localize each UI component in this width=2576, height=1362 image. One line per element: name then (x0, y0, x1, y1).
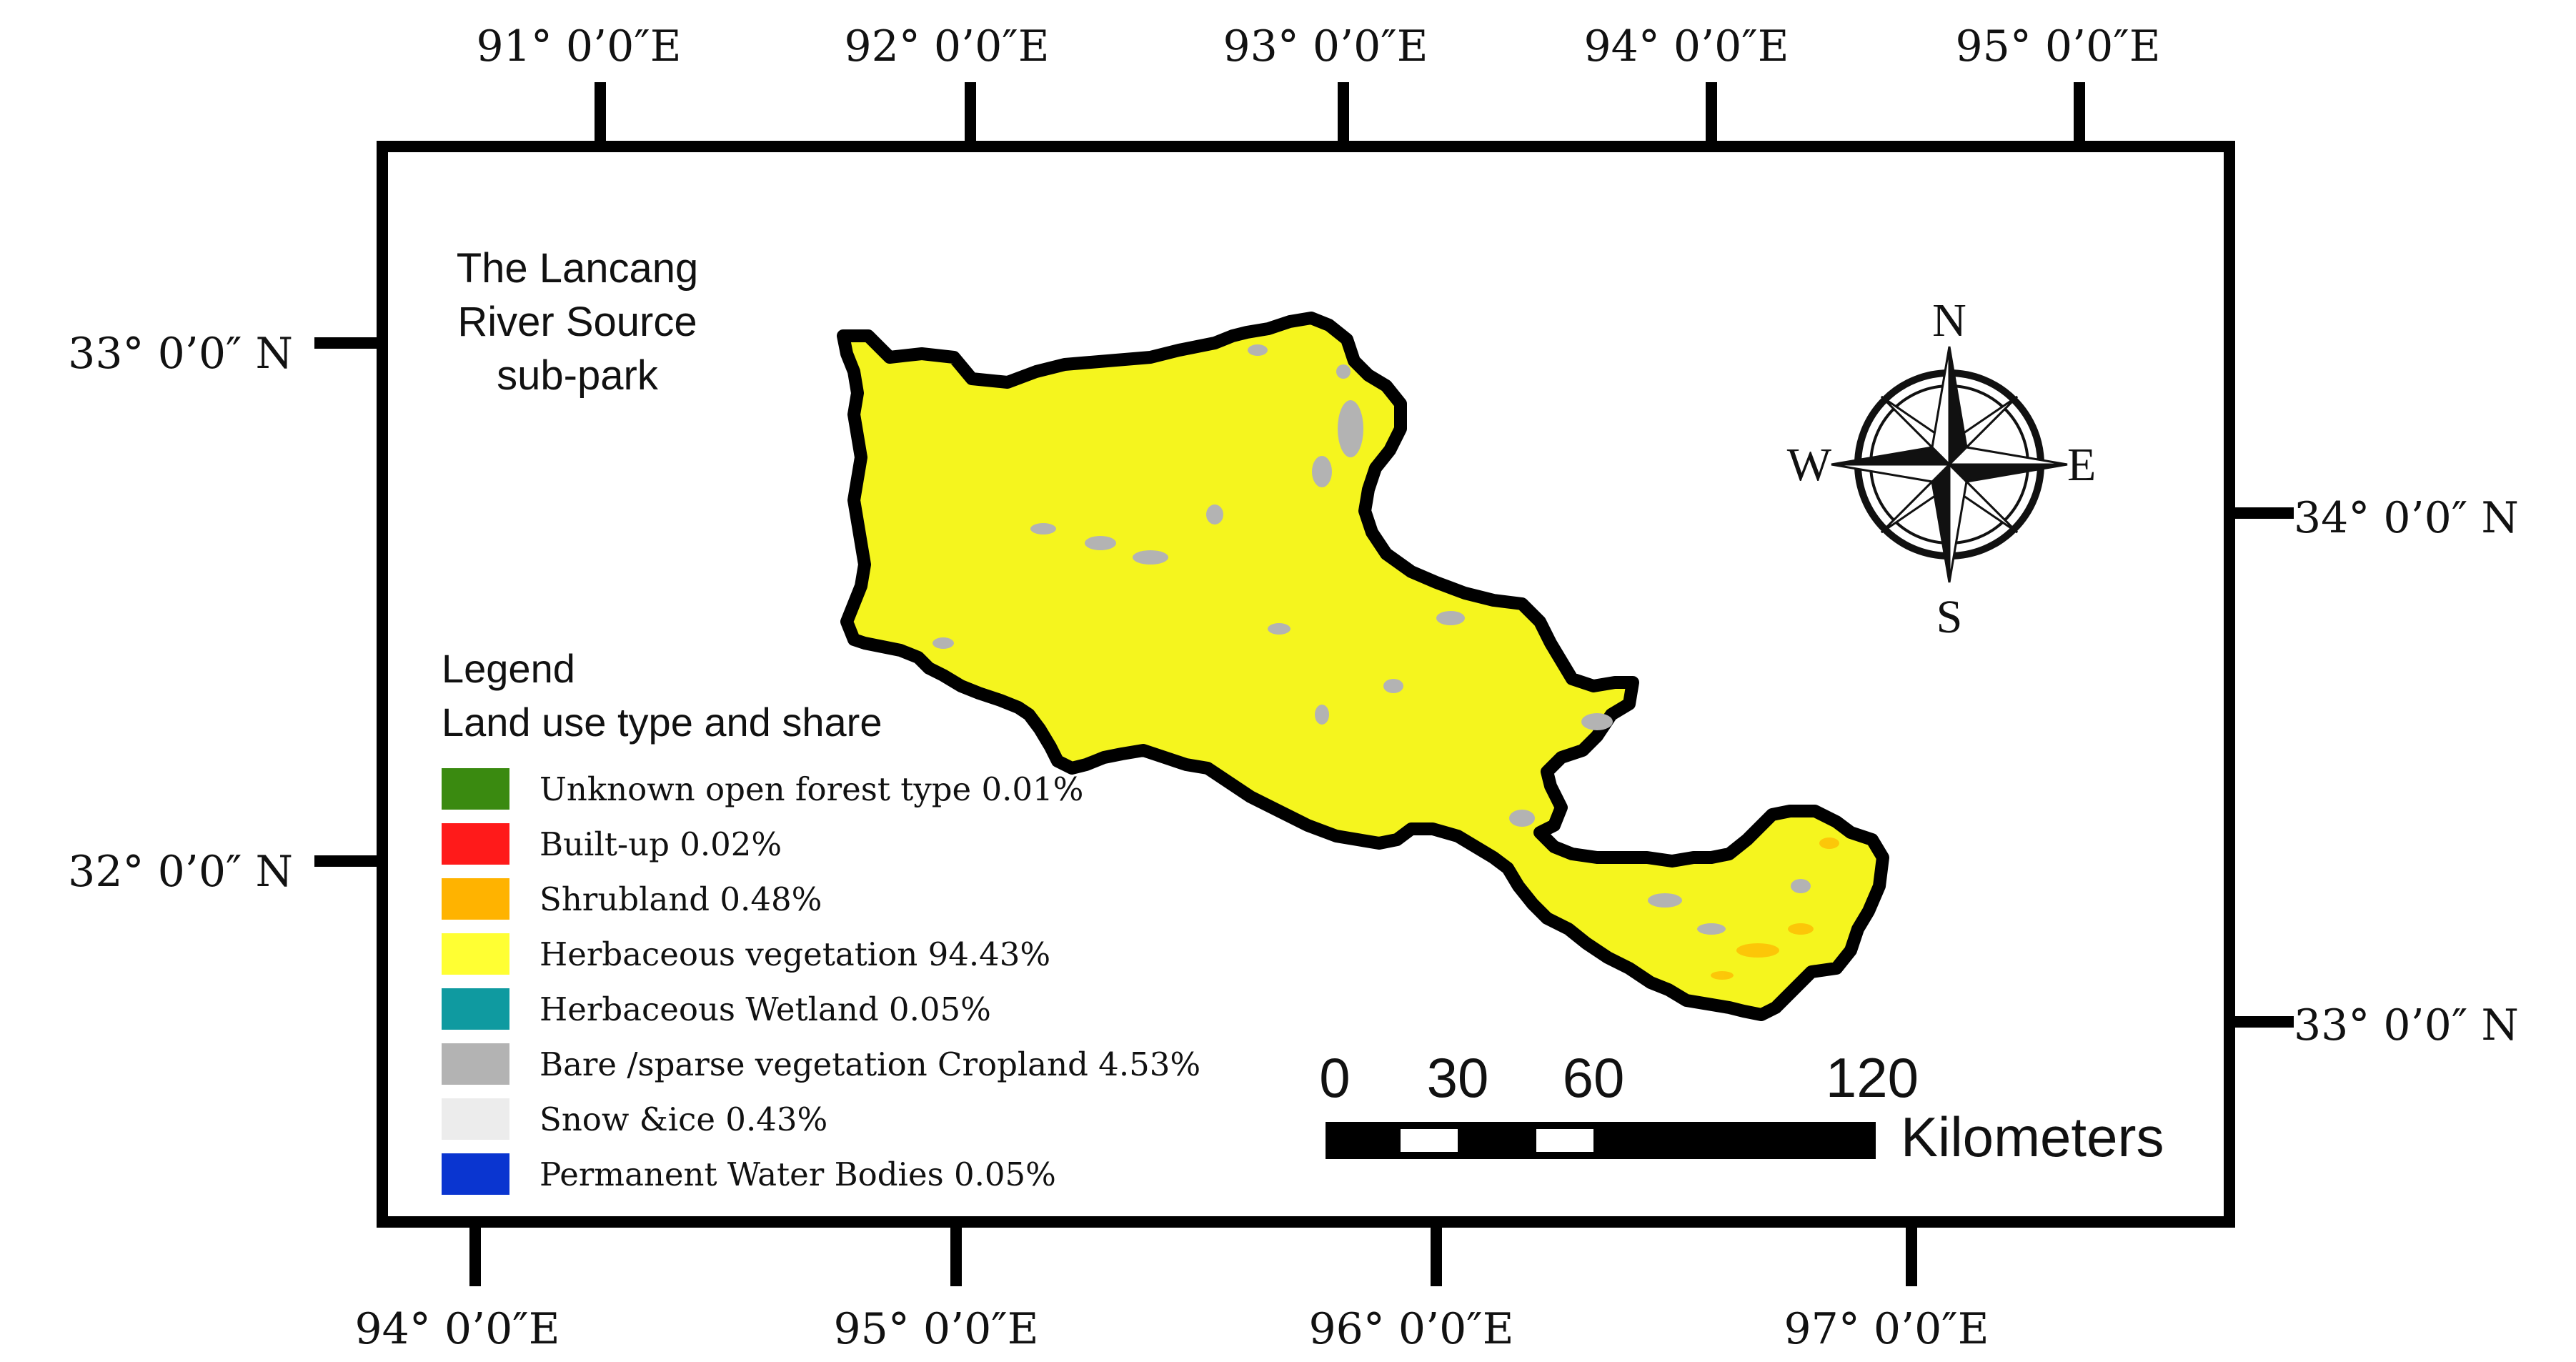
legend-swatch (442, 1153, 509, 1195)
top-coord-label: 94° 0’0″E (1583, 21, 1789, 71)
legend-label: Bare /sparse vegetation Cropland 4.53% (539, 1045, 1200, 1083)
bottom-coord-label: 97° 0’0″E (1784, 1304, 1989, 1354)
compass-north-label: N (1932, 294, 1966, 347)
top-coord-label: 92° 0’0″E (844, 21, 1049, 71)
bottom-coord-labels: 94° 0’0″E 95° 0’0″E 96° 0’0″E 97° 0’0″E (354, 1304, 1989, 1354)
legend: Legend Land use type and share Unknown o… (442, 646, 1200, 1195)
left-coord-label: 32° 0’0″ N (68, 847, 293, 897)
legend-swatch (442, 768, 509, 810)
legend-swatch (442, 988, 509, 1030)
legend-swatch (442, 1043, 509, 1085)
legend-swatch (442, 1098, 509, 1140)
top-coord-label: 91° 0’0″E (476, 21, 681, 71)
legend-label: Herbaceous vegetation 94.43% (539, 935, 1050, 973)
legend-subheading: Land use type and share (442, 700, 882, 745)
right-coord-label: 33° 0’0″ N (2294, 1000, 2519, 1050)
map-title-line: sub-park (497, 352, 659, 399)
legend-swatch (442, 933, 509, 975)
legend-swatch (442, 823, 509, 865)
compass-cardinal-points (1831, 346, 2068, 583)
right-ticks (2233, 507, 2294, 1028)
left-coord-labels: 33° 0’0″ N 32° 0’0″ N (68, 329, 293, 897)
legend-item: Unknown open forest type 0.01% (442, 768, 1083, 810)
legend-item: Bare /sparse vegetation Cropland 4.53% (442, 1043, 1200, 1085)
legend-swatch (442, 878, 509, 920)
right-coord-labels: 34° 0’0″ N 33° 0’0″ N (2294, 493, 2519, 1050)
legend-label: Shrubland 0.48% (539, 880, 822, 918)
lancang-region (837, 312, 1889, 1021)
bottom-coord-label: 95° 0’0″E (833, 1304, 1038, 1354)
compass-west-label: W (1787, 439, 1832, 491)
top-ticks (595, 82, 2085, 143)
legend-label: Unknown open forest type 0.01% (539, 770, 1083, 808)
map-title-line: The Lancang (457, 245, 699, 292)
left-ticks (314, 337, 379, 867)
legend-item: Snow &ice 0.43% (442, 1098, 827, 1140)
right-coord-label: 34° 0’0″ N (2294, 493, 2519, 543)
legend-item: Herbaceous vegetation 94.43% (442, 933, 1050, 975)
scale-bar-segment (1401, 1129, 1458, 1152)
scale-tick-label: 0 (1319, 1046, 1350, 1109)
top-coord-labels: 91° 0’0″E 92° 0’0″E 93° 0’0″E 94° 0’0″E … (476, 21, 2160, 71)
legend-item: Built-up 0.02% (442, 823, 782, 865)
legend-item: Herbaceous Wetland 0.05% (442, 988, 991, 1030)
compass-east-label: E (2067, 439, 2096, 491)
scale-tick-label: 30 (1427, 1046, 1489, 1109)
legend-item: Permanent Water Bodies 0.05% (442, 1153, 1056, 1195)
top-coord-label: 93° 0’0″E (1223, 21, 1428, 71)
scale-tick-label: 60 (1563, 1046, 1625, 1109)
left-coord-label: 33° 0’0″ N (68, 329, 293, 379)
bottom-coord-label: 96° 0’0″E (1308, 1304, 1513, 1354)
map-title: The Lancang River Source sub-park (457, 245, 699, 399)
bottom-coord-label: 94° 0’0″E (354, 1304, 560, 1354)
scale-unit-label: Kilometers (1901, 1105, 2164, 1168)
legend-item: Shrubland 0.48% (442, 878, 822, 920)
legend-label: Permanent Water Bodies 0.05% (539, 1155, 1056, 1193)
legend-label: Herbaceous Wetland 0.05% (539, 990, 991, 1028)
scale-bar-segment (1536, 1129, 1593, 1152)
compass-south-label: S (1936, 591, 1963, 643)
legend-label: Built-up 0.02% (539, 825, 782, 863)
map-title-line: River Source (457, 299, 697, 345)
scale-bar: 0 30 60 120 Kilometers (1319, 1046, 2164, 1168)
legend-label: Snow &ice 0.43% (539, 1100, 827, 1138)
top-coord-label: 95° 0’0″E (1955, 21, 2160, 71)
legend-items: Unknown open forest type 0.01% Built-up 0… (442, 768, 1200, 1195)
north-arrow: N S E W (1787, 294, 2097, 643)
legend-heading: Legend (442, 646, 575, 691)
shrub-patches (1711, 837, 1839, 980)
region-shape (837, 312, 1889, 1021)
bare-patches (933, 344, 1811, 935)
bottom-ticks (469, 1226, 1917, 1286)
scale-tick-label: 120 (1826, 1046, 1919, 1109)
